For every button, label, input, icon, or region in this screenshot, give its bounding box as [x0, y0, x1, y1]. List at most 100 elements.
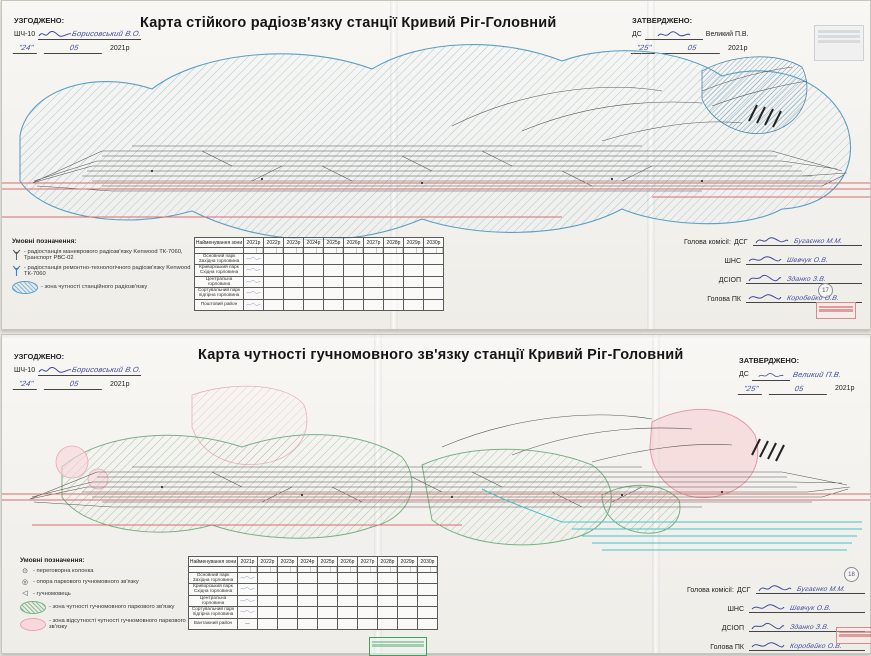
commission-row: Голова комісії: ДСГ Бугаєнко М.М.	[684, 234, 862, 246]
year-column-header: 2027р	[363, 237, 384, 248]
year-value-cell	[357, 594, 378, 607]
zone-name-cell: Криворізький парк Східна горловина	[194, 264, 244, 277]
commission-role: Голова ПК	[710, 644, 744, 651]
legend: Умовні позначення: - радіостанція маневр…	[12, 238, 192, 294]
zone-name-cell: Вантажний район	[188, 617, 238, 630]
year-value-cell	[343, 298, 364, 311]
commission-name: Зданко З.В.	[789, 624, 830, 631]
year-value-cell	[323, 287, 344, 300]
year-value-cell	[337, 606, 358, 619]
table-row: Криворізький парк Східна горловина	[194, 264, 444, 277]
legend-item-text: - опора паркового гучномовного зв'язку	[33, 579, 139, 586]
year-value-cell	[343, 264, 364, 277]
table-row: Основний парк Західна горловина	[188, 571, 438, 584]
zone-name-cell: Центральна горловина	[194, 275, 244, 288]
signature-squiggle-icon	[755, 237, 788, 244]
year-value-cell	[263, 287, 284, 300]
year-value-cell	[417, 583, 438, 596]
year-value-cell	[383, 275, 404, 288]
year-value-cell	[263, 298, 284, 311]
year-column-header: 2022р	[257, 556, 278, 567]
commission-row: ШНС Шевчук О.В.	[687, 601, 865, 613]
signature-mark-icon	[246, 257, 261, 260]
year-value-cell	[397, 617, 418, 630]
year-value-cell	[323, 298, 344, 311]
year-column-header: 2024р	[297, 556, 318, 567]
commission-block: Голова комісії: ДСГ Бугаєнко М.М. ШНС Ше…	[687, 575, 865, 651]
legend-item: ◁ - гучномовець	[20, 590, 200, 598]
approved-date-month: 05	[661, 42, 723, 55]
approved-block: ЗАТВЕРДЖЕНО: ДС Великий П.В. "25" 05 202…	[737, 355, 869, 395]
teal-wire-lines	[481, 488, 862, 551]
maintenance-radio-antenna-icon	[12, 265, 21, 277]
table-header-row: Найменування зони 2021р 2022р 2023р 2024р 202…	[194, 237, 444, 248]
year-value-cell	[403, 275, 424, 288]
year-value-cell	[377, 571, 398, 584]
zones-check-table: Найменування зони 2021р 2022р 2023р 2024р 202…	[188, 556, 438, 630]
audio-zone-west	[61, 434, 413, 539]
signature-squiggle-icon	[748, 256, 782, 262]
year-column-header: 2022р	[263, 237, 284, 248]
year-value-cell	[283, 287, 304, 300]
zone-name-cell: Криворізький парк Східна горловина	[188, 583, 238, 596]
commission-row: ШНС Шевчук О.В.	[684, 253, 862, 265]
year-value-cell	[317, 571, 338, 584]
year-value-cell	[343, 287, 364, 300]
agreed-signature-line: Борисовський В.О.	[38, 29, 142, 41]
commission-name: Шевчук О.В.	[786, 257, 829, 264]
legend-item-text: - переговорна колонка	[33, 568, 94, 575]
year-column-header: 2021р	[243, 237, 264, 248]
signature-squiggle-icon	[38, 367, 72, 373]
zone-name-cell: Основний парк Західна горловина	[188, 571, 238, 584]
table-row: Сортувальний парк підгірна горловина	[194, 287, 444, 300]
year-value-cell	[263, 264, 284, 277]
green-verification-stamp	[369, 637, 427, 656]
radio-zone-swatch	[12, 281, 38, 294]
legend-item-text: - радіостанція ремонтно-технологічного р…	[24, 264, 191, 278]
commission-row: ДСІОП Зданко З.В.	[684, 272, 862, 284]
year-column-header: 2028р	[377, 556, 398, 567]
no-audio-zone-west-1	[55, 445, 89, 479]
signature-squiggle-icon	[748, 294, 782, 300]
year-value-cell	[357, 606, 378, 619]
table-row: Вантажний район —	[188, 617, 438, 630]
year-column-header: 2029р	[397, 556, 418, 567]
year-column-header: 2021р	[237, 556, 258, 567]
agreed-signature-line: Борисовський В.О.	[38, 365, 142, 377]
agreed-date-month: 05	[43, 378, 105, 391]
year-value-cell	[283, 264, 304, 277]
zone-column-header: Найменування зони	[194, 237, 244, 248]
track-lines	[31, 66, 848, 192]
agreed-block: УЗГОДЖЕНО: ШЧ-10 Борисовський В.О. "24" …	[12, 351, 174, 391]
agreed-date-month: 05	[43, 42, 105, 55]
red-registry-stamp	[836, 627, 871, 644]
zone-name-cell: Основний парк Західна горловина	[194, 252, 244, 265]
dense-coverage-wedge	[701, 56, 808, 135]
year-value-cell	[397, 583, 418, 596]
zone-column-header: Найменування зони	[188, 556, 238, 567]
legend-item-text: - зона чутності станційного радіозв'язку	[41, 284, 148, 291]
approved-name: Великий П.В.	[791, 370, 843, 380]
approved-heading: ЗАТВЕРДЖЕНО:	[632, 16, 693, 25]
no-audio-hatch-area	[191, 385, 308, 465]
legend-item: ⊙ - переговорна колонка	[20, 568, 200, 576]
commission-name: Коробейко О.В.	[789, 643, 843, 650]
year-value-cell	[363, 275, 384, 288]
year-value-cell	[243, 298, 264, 311]
fold-crease	[652, 335, 660, 653]
year-value-cell	[303, 298, 324, 311]
legend-item-text: - зона чутності гучномовного паркового з…	[49, 604, 175, 611]
approved-signature-line	[644, 29, 703, 41]
year-column-header: 2027р	[357, 556, 378, 567]
year-column-header: 2029р	[403, 237, 424, 248]
track-points	[160, 485, 724, 499]
signal-marks	[751, 438, 785, 462]
year-value-cell	[377, 594, 398, 607]
year-value-cell	[423, 252, 444, 265]
year-value-cell	[383, 298, 404, 311]
table-row: Центральна горловина	[194, 275, 444, 288]
year-column-header: 2026р	[343, 237, 364, 248]
year-value-cell	[277, 583, 298, 596]
commission-row: Голова комісії: ДСГ Бугаєнко М.М.	[687, 582, 865, 594]
year-value-cell	[317, 617, 338, 630]
